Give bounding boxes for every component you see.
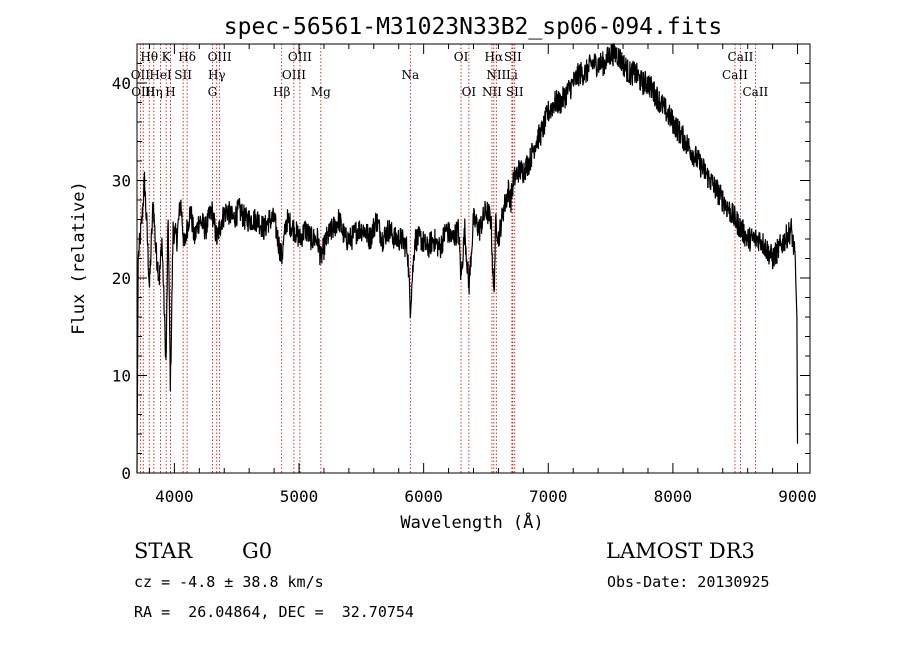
redshift-cz: cz = -4.8 ± 38.8 km/s — [134, 573, 324, 591]
x-tick-label-2: 6000 — [404, 487, 443, 506]
line-label-1: OII — [131, 68, 151, 82]
line-label-11: G — [208, 85, 218, 99]
line-label-6: SII — [174, 68, 192, 82]
line-label-9: OIII — [208, 50, 232, 64]
x-tick-label-1: 5000 — [280, 487, 319, 506]
line-label-13: OIII — [288, 50, 312, 64]
line-label-5: Hη — [145, 85, 163, 99]
line-label-10: Hγ — [208, 68, 226, 82]
line-label-25: CaII — [728, 50, 754, 64]
object-class: STAR — [134, 539, 193, 563]
line-label-15: Mg — [311, 85, 331, 99]
line-label-21: NII — [486, 68, 506, 82]
line-label-22: Li — [506, 68, 518, 82]
line-label-4: HeI — [149, 68, 172, 82]
flux-series-line — [136, 42, 799, 474]
y-tick-label-3: 30 — [112, 172, 131, 191]
line-label-16: Na — [401, 68, 419, 82]
y-tick-label-2: 20 — [112, 269, 131, 288]
x-tick-label-4: 8000 — [654, 487, 693, 506]
line-label-17: OI — [454, 50, 469, 64]
y-tick-label-0: 0 — [121, 464, 131, 483]
y-axis-ticks: 0 10 20 30 40 — [112, 43, 810, 483]
line-label-3: K — [162, 50, 172, 64]
x-tick-label-0: 4000 — [155, 487, 194, 506]
x-tick-label-5: 9000 — [778, 487, 817, 506]
ra-dec-coordinates: RA = 26.04864, DEC = 32.70754 — [134, 603, 414, 621]
line-label-7: H — [165, 85, 175, 99]
emission-line-markers — [139, 44, 756, 473]
survey-name: LAMOST DR3 — [606, 539, 755, 563]
y-tick-label-4: 40 — [112, 74, 131, 93]
line-label-23: NII — [482, 85, 502, 99]
line-label-0: Hθ — [140, 50, 158, 64]
plot-frame — [136, 43, 811, 474]
object-subclass: G0 — [242, 539, 273, 563]
observation-date: Obs-Date: 20130925 — [607, 573, 770, 591]
y-tick-label-1: 10 — [112, 367, 131, 386]
line-label-27: CaII — [742, 85, 768, 99]
line-label-19: Hα — [485, 50, 504, 64]
y-axis-label: Flux (relative) — [69, 181, 89, 335]
x-axis-label: Wavelength (Å) — [400, 511, 543, 533]
line-label-8: Hδ — [178, 50, 196, 64]
line-label-18: OI — [462, 85, 477, 99]
line-label-24: SII — [506, 85, 524, 99]
chart-title: spec-56561-M31023N33B2_sp06-094.fits — [224, 14, 723, 40]
line-label-26: CaII — [722, 68, 748, 82]
line-label-20: SII — [504, 50, 522, 64]
x-tick-label-3: 7000 — [529, 487, 568, 506]
x-axis-ticks: 4000 5000 6000 7000 8000 9000 — [148, 44, 817, 506]
line-label-14: OIII — [282, 68, 306, 82]
line-label-12: Hβ — [273, 85, 290, 99]
